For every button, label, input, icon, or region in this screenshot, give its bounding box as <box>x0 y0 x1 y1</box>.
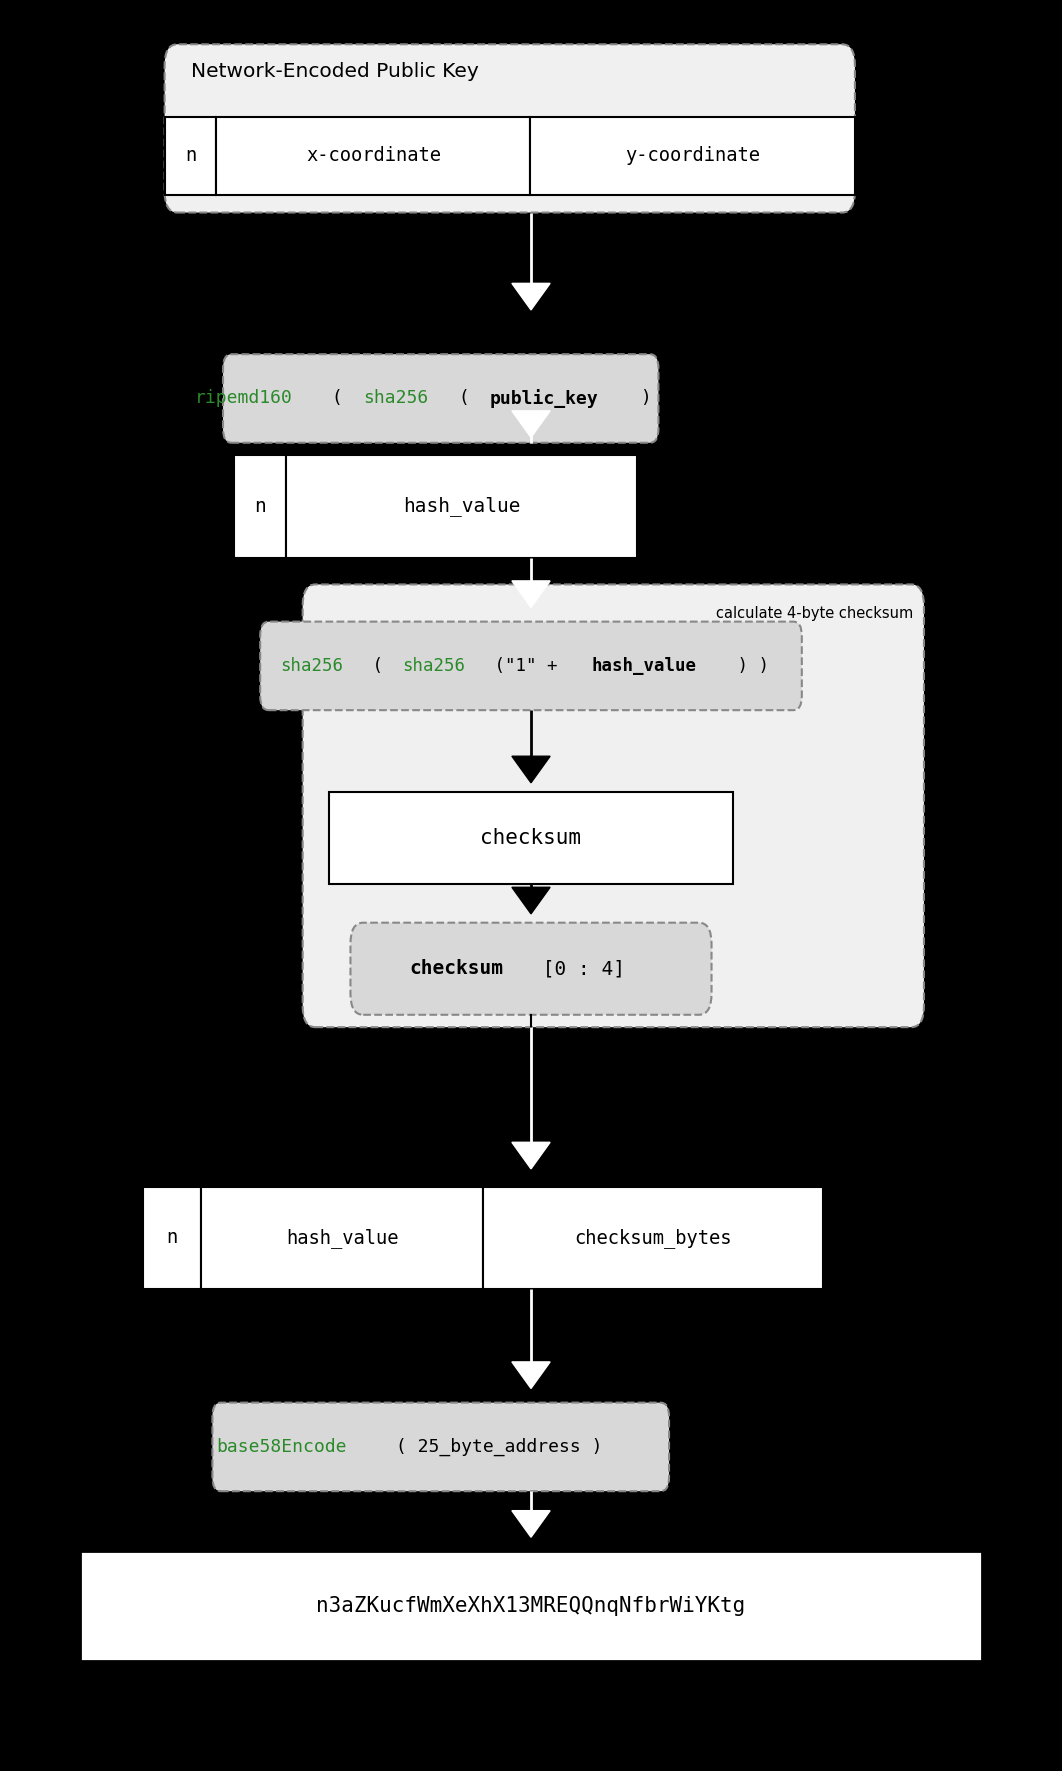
FancyBboxPatch shape <box>260 622 802 710</box>
Text: ) ): ) ) <box>727 657 770 675</box>
Polygon shape <box>512 1362 550 1388</box>
Bar <box>217 117 531 195</box>
Bar <box>201 1187 483 1289</box>
Text: hash_value: hash_value <box>402 496 520 517</box>
Polygon shape <box>512 1511 550 1537</box>
Bar <box>483 1187 823 1289</box>
Text: ripemd160: ripemd160 <box>195 390 293 407</box>
Bar <box>80 1551 982 1661</box>
Text: (: ( <box>322 390 354 407</box>
Polygon shape <box>512 411 550 437</box>
FancyBboxPatch shape <box>350 923 712 1015</box>
Text: checksum_bytes: checksum_bytes <box>575 1227 732 1249</box>
Text: ( 25_byte_address ): ( 25_byte_address ) <box>384 1438 602 1456</box>
Polygon shape <box>512 887 550 914</box>
Polygon shape <box>512 283 550 310</box>
Text: ("1" +: ("1" + <box>483 657 567 675</box>
Polygon shape <box>512 581 550 607</box>
Text: Network-Encoded Public Key: Network-Encoded Public Key <box>191 62 479 81</box>
Text: n: n <box>167 1229 177 1247</box>
Text: base58Encode: base58Encode <box>217 1438 346 1456</box>
Bar <box>143 1187 201 1289</box>
Text: calculate 4-byte checksum: calculate 4-byte checksum <box>716 606 913 620</box>
Polygon shape <box>512 756 550 783</box>
Bar <box>165 117 217 195</box>
Bar <box>234 455 286 558</box>
Text: y-coordinate: y-coordinate <box>626 147 760 165</box>
Text: n3aZKucfWmXeXhX13MREQQnqNfbrWiYKtg: n3aZKucfWmXeXhX13MREQQnqNfbrWiYKtg <box>316 1596 746 1617</box>
Text: (: ( <box>362 657 393 675</box>
Text: sha256: sha256 <box>402 657 465 675</box>
Text: checksum: checksum <box>410 960 503 978</box>
Polygon shape <box>512 1142 550 1169</box>
FancyBboxPatch shape <box>223 354 658 443</box>
Text: (: ( <box>448 390 480 407</box>
Text: public_key: public_key <box>490 390 599 407</box>
Text: sha256: sha256 <box>280 657 343 675</box>
Bar <box>286 455 637 558</box>
Bar <box>329 792 733 884</box>
Text: sha256: sha256 <box>363 390 429 407</box>
Text: hash_value: hash_value <box>592 657 697 675</box>
Text: n: n <box>254 498 266 515</box>
Bar <box>531 117 855 195</box>
Text: [0 : 4]: [0 : 4] <box>531 960 626 978</box>
Text: n: n <box>185 147 196 165</box>
Text: hash_value: hash_value <box>286 1227 398 1249</box>
Text: checksum: checksum <box>480 827 582 848</box>
FancyBboxPatch shape <box>165 44 855 213</box>
FancyBboxPatch shape <box>212 1403 669 1491</box>
Text: ) ): ) ) <box>630 390 673 407</box>
Text: x-coordinate: x-coordinate <box>306 147 441 165</box>
FancyBboxPatch shape <box>303 584 924 1027</box>
